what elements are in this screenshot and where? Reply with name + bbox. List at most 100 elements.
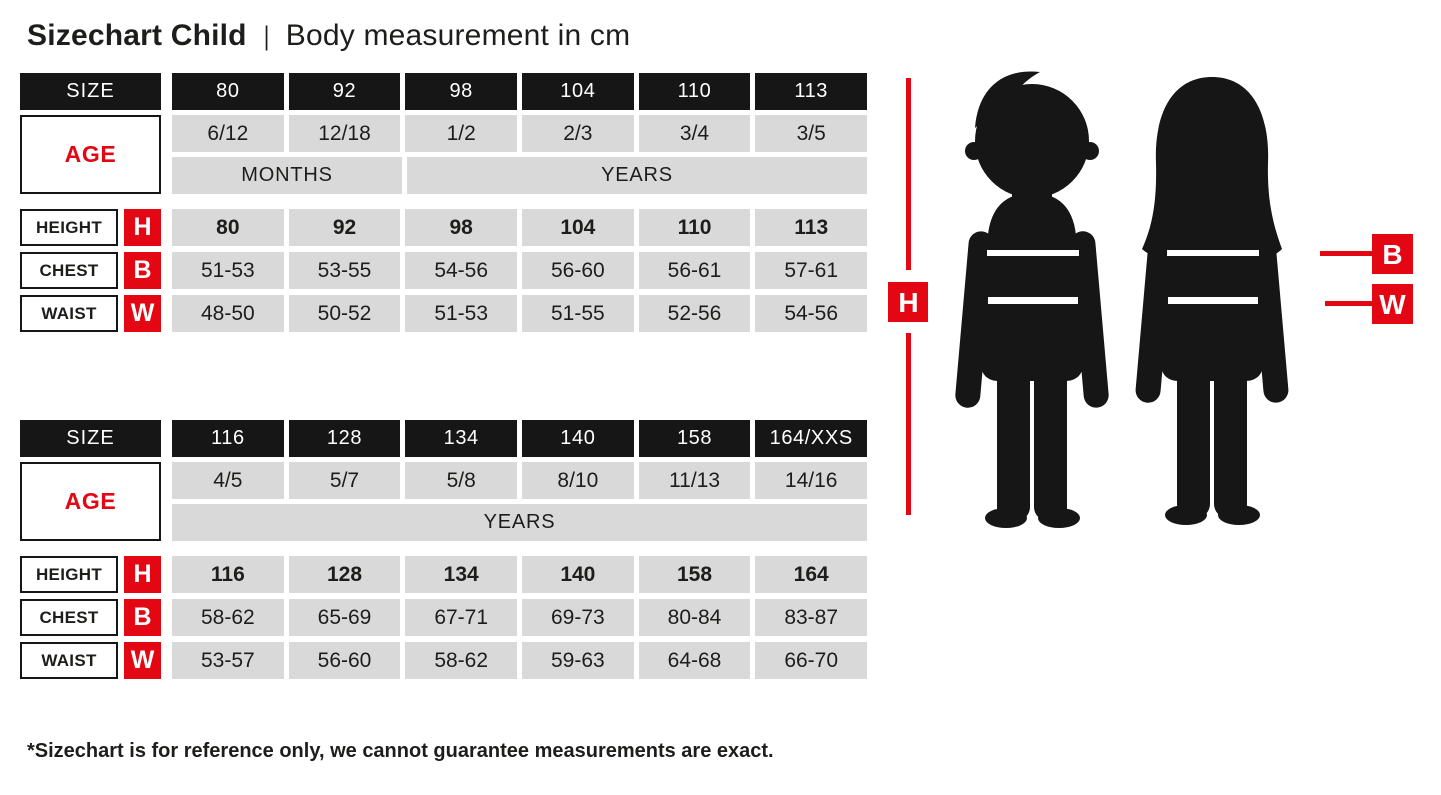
- girl-chest-line: [1167, 250, 1259, 256]
- height-tag-letter: H: [898, 287, 918, 318]
- measurement-value-cell: 83-87: [755, 599, 868, 636]
- age-row: 4/5 5/7 5/8 8/10 11/13 14/16: [20, 462, 868, 499]
- measurement-value-cell: 110: [638, 209, 751, 246]
- measurement-value-cell: 53-55: [288, 252, 401, 289]
- measurement-value-cell: 98: [405, 209, 518, 246]
- size-value-cell: 92: [288, 73, 401, 110]
- age-value-cell: 5/7: [288, 462, 401, 499]
- size-label-slot: SIZE: [20, 420, 161, 457]
- measurement-value-cell: 80: [172, 209, 284, 246]
- age-value-cell: 8/10: [522, 462, 634, 499]
- measurement-values: 58-62 65-69 67-71 69-73 80-84 83-87: [172, 599, 868, 636]
- chest-tag-letter: B: [1382, 239, 1402, 270]
- age-value-cell: 11/13: [638, 462, 751, 499]
- measurement-value-cell: 158: [638, 556, 751, 593]
- figure-panel: H B W: [888, 71, 1413, 528]
- age-units-row: YEARS: [20, 504, 867, 541]
- measurement-value-cell: 113: [755, 209, 868, 246]
- girl-waist-line: [1168, 297, 1258, 304]
- size-values: 116 128 134 140 158 164/XXS: [172, 420, 868, 457]
- size-label-slot: SIZE: [20, 73, 161, 110]
- size-table-small-sizes: SIZE 80 92 98 104 110 113 6/12 12/18 1/2 2/3 3/4 3/5…: [20, 73, 868, 332]
- measurement-tag-w: W: [124, 295, 161, 332]
- measurement-value-cell: 116: [172, 556, 284, 593]
- measurement-label: CHEST: [20, 252, 118, 289]
- height-tag: H: [888, 282, 928, 322]
- size-value-cell: 116: [172, 420, 284, 457]
- age-unit-cell: YEARS: [172, 504, 867, 541]
- measurement-row-waist: WAIST W 53-57 56-60 58-62 59-63 64-68 66-70: [20, 642, 868, 679]
- measurement-label-slot: CHEST B: [20, 252, 161, 289]
- age-value-cell: 3/4: [638, 115, 751, 152]
- size-row: SIZE 80 92 98 104 110 113: [20, 73, 868, 110]
- measurement-label-slot: WAIST W: [20, 295, 161, 332]
- size-row: SIZE 116 128 134 140 158 164/XXS: [20, 420, 868, 457]
- measurement-values: 53-57 56-60 58-62 59-63 64-68 66-70: [172, 642, 868, 679]
- size-value-cell: 110: [638, 73, 751, 110]
- age-header-label: AGE: [20, 115, 161, 194]
- measurement-label-slot: CHEST B: [20, 599, 161, 636]
- measurement-tag-b: B: [124, 599, 161, 636]
- measurement-row-height: HEIGHT H 116 128 134 140 158 164: [20, 556, 868, 593]
- age-units: YEARS: [172, 504, 867, 541]
- size-header-label: SIZE: [20, 73, 161, 110]
- age-unit-cell: YEARS: [407, 157, 867, 194]
- measurement-value-cell: 134: [405, 556, 518, 593]
- measurement-value-cell: 56-60: [522, 252, 634, 289]
- measurement-value-cell: 57-61: [755, 252, 868, 289]
- age-value-cell: 6/12: [172, 115, 284, 152]
- size-header-label: SIZE: [20, 420, 161, 457]
- measurement-values: 51-53 53-55 54-56 56-60 56-61 57-61: [172, 252, 868, 289]
- measurement-value-cell: 59-63: [522, 642, 634, 679]
- waist-tag: W: [1325, 284, 1413, 324]
- measurement-value-cell: 52-56: [638, 295, 751, 332]
- measurement-tag-w: W: [124, 642, 161, 679]
- chest-tag: B: [1320, 234, 1413, 274]
- boy-chest-line: [987, 250, 1079, 256]
- measurement-value-cell: 128: [288, 556, 401, 593]
- measurement-value-cell: 104: [522, 209, 634, 246]
- title-subtitle: Body measurement in cm: [285, 19, 631, 52]
- measurement-value-cell: 92: [288, 209, 401, 246]
- measurement-label: CHEST: [20, 599, 118, 636]
- title-separator: |: [263, 20, 270, 51]
- measurement-value-cell: 51-53: [405, 295, 518, 332]
- waist-tag-letter: W: [1379, 289, 1406, 320]
- size-values: 80 92 98 104 110 113: [172, 73, 868, 110]
- measurement-value-cell: 48-50: [172, 295, 284, 332]
- size-value-cell: 80: [172, 73, 284, 110]
- measurement-value-cell: 54-56: [405, 252, 518, 289]
- measurement-row-chest: CHEST B 51-53 53-55 54-56 56-60 56-61 57-61: [20, 252, 868, 289]
- measurement-label-slot: WAIST W: [20, 642, 161, 679]
- measurement-label: HEIGHT: [20, 209, 118, 246]
- age-units-row: MONTHS YEARS: [20, 157, 867, 194]
- measurement-value-cell: 140: [522, 556, 634, 593]
- age-value-cell: 2/3: [522, 115, 634, 152]
- measurement-values: 80 92 98 104 110 113: [172, 209, 868, 246]
- footnote: *Sizechart is for reference only, we can…: [27, 740, 774, 762]
- measurement-row-waist: WAIST W 48-50 50-52 51-53 51-55 52-56 54-56: [20, 295, 868, 332]
- title-main: Sizechart Child: [27, 19, 247, 52]
- girl-silhouette-icon: [1135, 77, 1289, 525]
- age-row: 6/12 12/18 1/2 2/3 3/4 3/5: [20, 115, 868, 152]
- measurement-value-cell: 56-61: [638, 252, 751, 289]
- measurement-value-cell: 65-69: [288, 599, 401, 636]
- age-values: 6/12 12/18 1/2 2/3 3/4 3/5: [172, 115, 868, 152]
- size-value-cell: 164/XXS: [755, 420, 868, 457]
- size-value-cell: 113: [755, 73, 868, 110]
- measurement-value-cell: 164: [755, 556, 868, 593]
- measurement-tag-h: H: [124, 556, 161, 593]
- measurement-value-cell: 53-57: [172, 642, 284, 679]
- measurement-value-cell: 58-62: [405, 642, 518, 679]
- measurement-tag-b: B: [124, 252, 161, 289]
- age-unit-cell: MONTHS: [172, 157, 402, 194]
- measurement-values: 48-50 50-52 51-53 51-55 52-56 54-56: [172, 295, 868, 332]
- measurement-value-cell: 64-68: [638, 642, 751, 679]
- size-value-cell: 98: [405, 73, 518, 110]
- measurement-value-cell: 51-53: [172, 252, 284, 289]
- age-value-cell: 1/2: [405, 115, 518, 152]
- measurement-row-chest: CHEST B 58-62 65-69 67-71 69-73 80-84 83-87: [20, 599, 868, 636]
- measurement-value-cell: 51-55: [522, 295, 634, 332]
- age-header-label: AGE: [20, 462, 161, 541]
